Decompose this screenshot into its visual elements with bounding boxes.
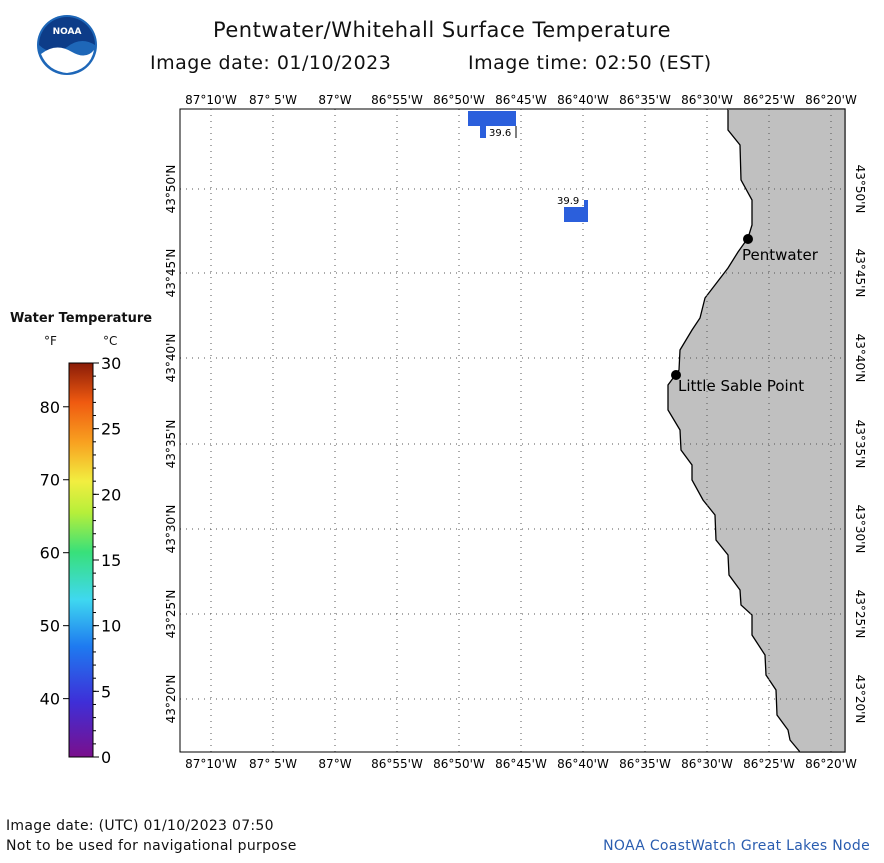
- map-title: Pentwater/Whitehall Surface Temperature: [212, 18, 672, 42]
- celsius-tick-label: 30: [101, 355, 121, 373]
- image-date: Image date: 01/10/2023: [150, 52, 392, 74]
- longitude-label-top: 86°30'W: [681, 93, 733, 107]
- latitude-label-right: 43°20'N: [853, 675, 867, 724]
- place-little-sable-point: Little Sable Point: [678, 377, 804, 395]
- fahrenheit-tick-label: 70: [40, 471, 60, 490]
- longitude-label-bottom: 87°10'W: [185, 757, 237, 771]
- longitude-label-bottom: 87°W: [318, 757, 351, 771]
- temperature-label-1: 39.6: [489, 128, 511, 139]
- celsius-tick-label: 15: [101, 551, 121, 570]
- latitude-label-right: 43°30'N: [853, 505, 867, 554]
- celsius-tick-label: 10: [101, 617, 121, 636]
- fahrenheit-tick-label: 60: [40, 544, 60, 563]
- latitude-label-left: 43°25'N: [164, 590, 178, 639]
- disclaimer: Not to be used for navigational purpose: [6, 838, 297, 854]
- legend-title: Water Temperature: [10, 311, 153, 326]
- celsius-tick-label: 20: [101, 485, 121, 504]
- utc-image-date: Image date: (UTC) 01/10/2023 07:50: [6, 818, 274, 834]
- celsius-tick-label: 5: [101, 682, 111, 701]
- sst-pixels: [468, 111, 588, 222]
- celsius-tick-label: 0: [101, 748, 111, 767]
- longitude-label-top: 86°55'W: [371, 93, 423, 107]
- longitude-label-bottom: 86°35'W: [619, 757, 671, 771]
- longitude-label-top: 86°45'W: [495, 93, 547, 107]
- longitude-label-top: 86°40'W: [557, 93, 609, 107]
- longitude-label-bottom: 86°50'W: [433, 757, 485, 771]
- longitude-label-top: 86°50'W: [433, 93, 485, 107]
- latitude-label-left: 43°30'N: [164, 505, 178, 554]
- longitude-label-top: 87°10'W: [185, 93, 237, 107]
- land-area: [667, 108, 846, 753]
- temperature-label-2: 39.9: [557, 196, 579, 207]
- legend-unit-f: °F: [44, 334, 57, 348]
- fahrenheit-tick-label: 50: [40, 617, 60, 636]
- fahrenheit-tick-label: 80: [40, 398, 60, 417]
- longitude-label-bottom: 86°25'W: [743, 757, 795, 771]
- map-frame: [179, 108, 846, 753]
- latitude-label-left: 43°45'N: [164, 249, 178, 298]
- longitude-label-bottom: 87° 5'W: [249, 757, 297, 771]
- image-time: Image time: 02:50 (EST): [468, 52, 712, 74]
- latitude-label-left: 43°20'N: [164, 675, 178, 724]
- color-bar: [68, 362, 94, 758]
- place-pentwater: Pentwater: [742, 246, 819, 264]
- latitude-label-right: 43°35'N: [853, 420, 867, 469]
- longitude-label-top: 87°W: [318, 93, 351, 107]
- longitude-label-bottom: 86°45'W: [495, 757, 547, 771]
- longitude-label-top: 87° 5'W: [249, 93, 297, 107]
- celsius-tick-label: 25: [101, 420, 121, 439]
- logo-text: NOAA: [53, 27, 82, 37]
- pentwater-marker: [743, 234, 753, 244]
- latitude-label-left: 43°50'N: [164, 165, 178, 214]
- little-sable-point-marker: [671, 370, 681, 380]
- longitude-label-bottom: 86°55'W: [371, 757, 423, 771]
- latitude-label-right: 43°45'N: [853, 249, 867, 298]
- noaa-logo: NOAA: [37, 15, 97, 75]
- fahrenheit-tick-label: 40: [40, 690, 60, 709]
- longitude-label-bottom: 86°30'W: [681, 757, 733, 771]
- longitude-label-top: 86°35'W: [619, 93, 671, 107]
- longitude-label-top: 86°25'W: [743, 93, 795, 107]
- latitude-label-right: 43°50'N: [853, 165, 867, 214]
- latitude-label-left: 43°40'N: [164, 334, 178, 383]
- latitude-label-right: 43°40'N: [853, 334, 867, 383]
- longitude-label-top: 86°20'W: [805, 93, 857, 107]
- latitude-label-left: 43°35'N: [164, 420, 178, 469]
- legend-unit-c: °C: [103, 334, 118, 348]
- longitude-label-bottom: 86°20'W: [805, 757, 857, 771]
- credit: NOAA CoastWatch Great Lakes Node: [603, 838, 870, 854]
- latitude-label-right: 43°25'N: [853, 590, 867, 639]
- longitude-label-bottom: 86°40'W: [557, 757, 609, 771]
